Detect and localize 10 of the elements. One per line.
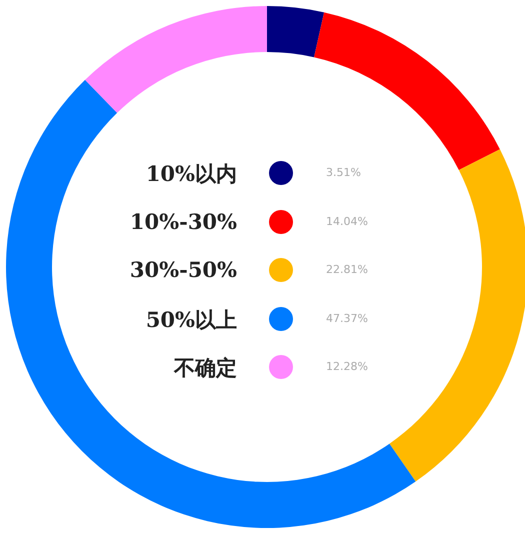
legend-label: 50%以上 xyxy=(146,306,237,334)
legend-label: 10%-30% xyxy=(130,208,237,234)
data-label: 12.28% xyxy=(326,360,368,373)
legend-label: 不确定 xyxy=(174,354,237,382)
data-label: 3.51% xyxy=(326,166,361,179)
legend-label: 10%以内 xyxy=(146,160,237,188)
data-label: 14.04% xyxy=(326,214,368,228)
legend-label: 30%-50% xyxy=(130,257,237,282)
data-label: 47.37% xyxy=(326,312,368,324)
data-label: 22.81% xyxy=(326,263,368,276)
